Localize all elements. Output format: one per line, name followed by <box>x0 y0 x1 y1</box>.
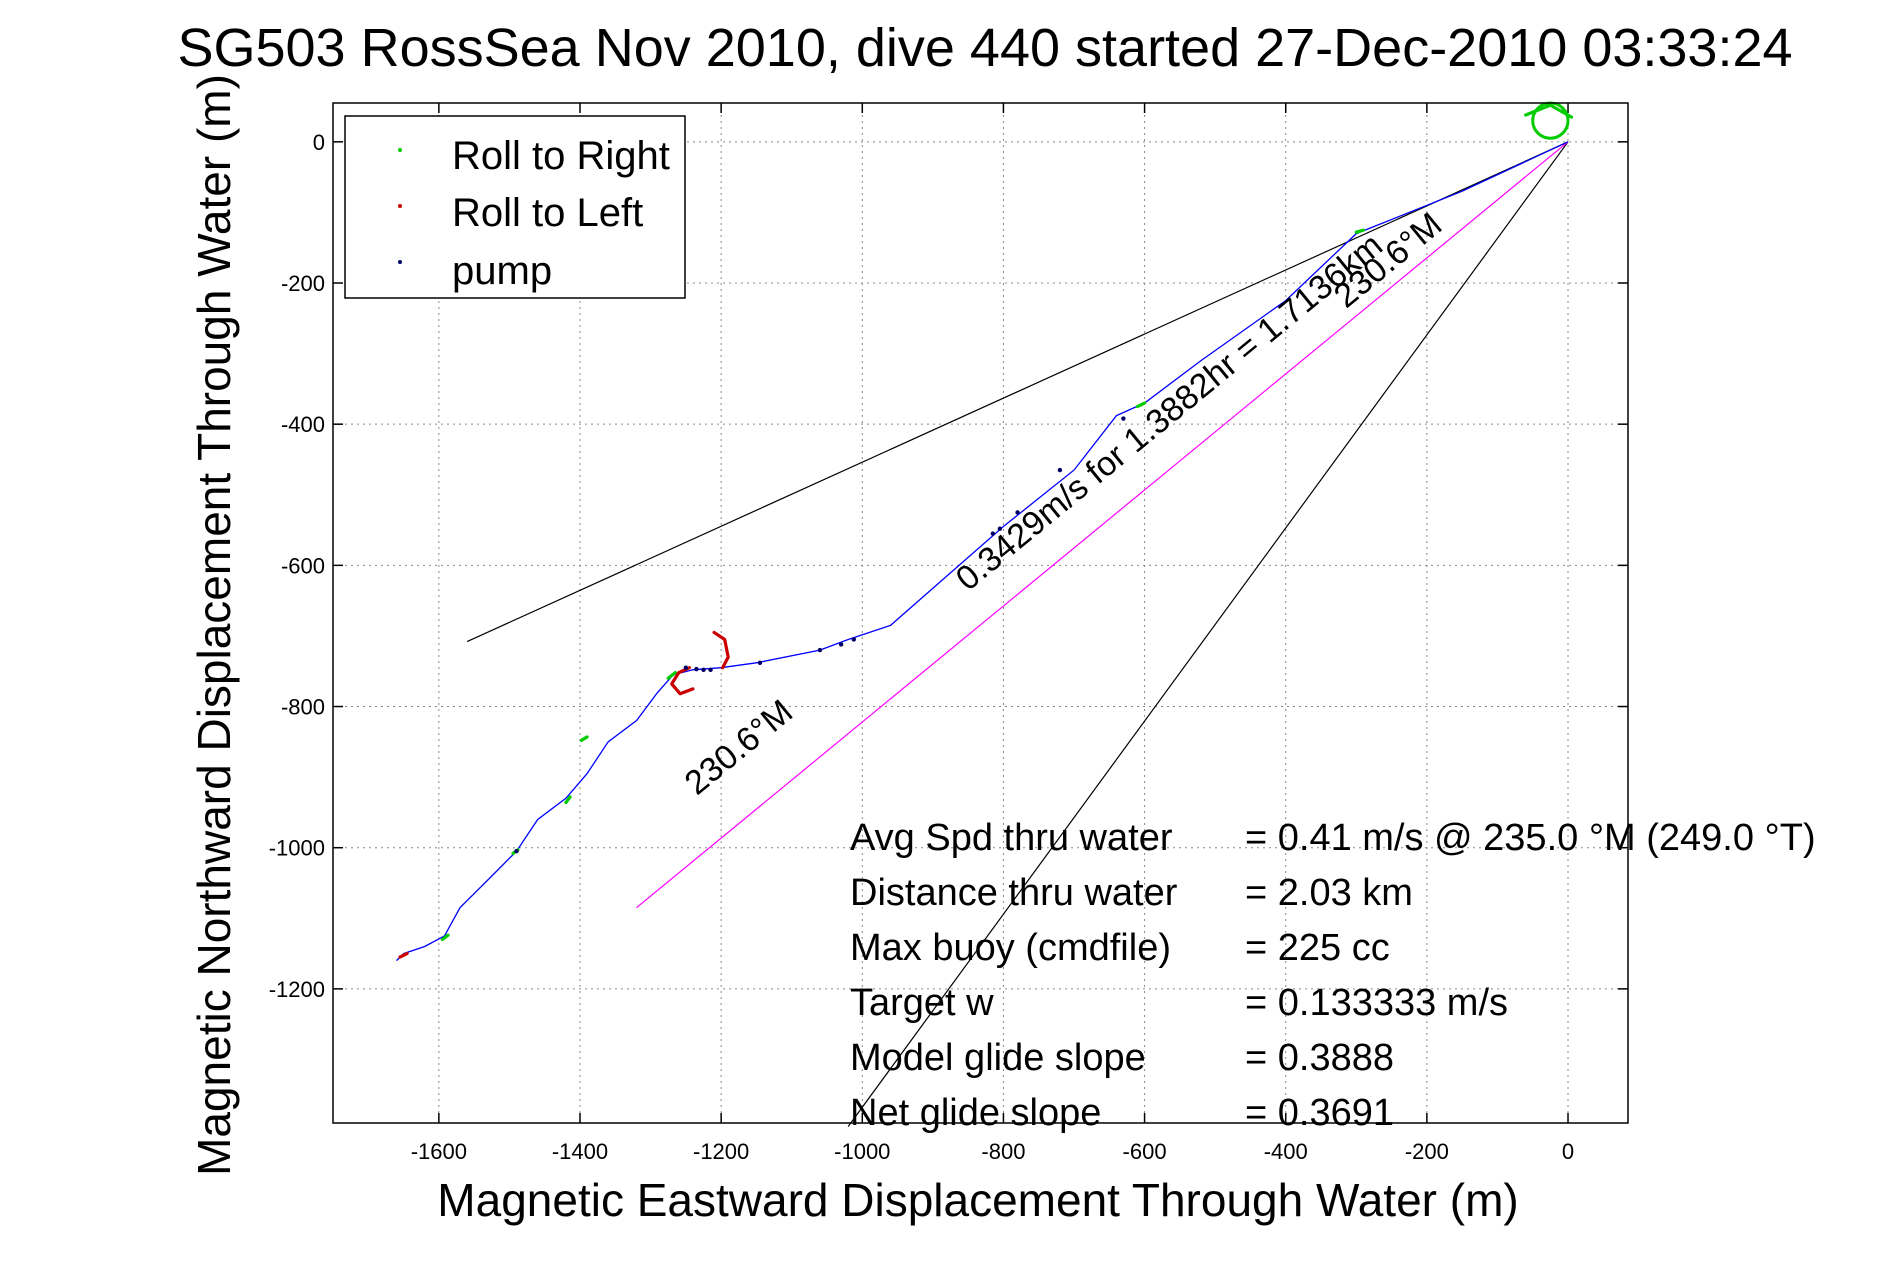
legend-label-roll-right: Roll to Right <box>452 134 670 178</box>
plot-frame <box>332 102 1629 1124</box>
y-tick-label: -800 <box>281 695 325 720</box>
pump-point <box>1015 510 1020 515</box>
stats-block: Avg Spd thru water = 0.41 m/s @ 235.0 °M… <box>850 817 1816 1134</box>
pump-point <box>757 660 763 665</box>
pump-point <box>990 531 996 536</box>
stat-label-net-glide: Net glide slope <box>850 1092 1101 1134</box>
x-tick-label: -200 <box>1405 1139 1449 1164</box>
pump-point <box>997 526 1003 531</box>
roll-segments <box>398 103 1574 959</box>
y-tick-label: 0 <box>313 130 325 155</box>
stat-label-model-glide: Model glide slope <box>850 1037 1146 1079</box>
roll-right-segment <box>440 933 450 942</box>
y-tick-label: -1000 <box>269 836 325 861</box>
x-tick-label: -1600 <box>411 1139 467 1164</box>
heading-annotation: 230.6°M <box>678 692 800 802</box>
y-tick-label: -1200 <box>269 977 325 1002</box>
axis-ticks: -1600 -1400 -1200 -1000 -800 -600 -400 -200 0 0 -2… <box>269 103 1628 1164</box>
pump-point <box>1121 416 1126 421</box>
roll-right-segment <box>666 670 677 680</box>
stat-value-model-glide: = 0.3888 <box>1245 1037 1394 1079</box>
x-tick-label: -800 <box>981 1139 1025 1164</box>
chart-title: SG503 RossSea Nov 2010, dive 440 started… <box>177 18 1792 78</box>
roll-right-segment <box>1135 401 1147 409</box>
stat-label-max-buoy: Max buoy (cmdfile) <box>850 927 1171 969</box>
y-tick-label: -600 <box>281 553 325 578</box>
heading-annotation: 0.3429m/s for 1.3882hr = 1.7136km <box>949 226 1390 598</box>
roll-left-segment <box>398 951 409 959</box>
legend: Roll to Right Roll to Left pump <box>344 115 686 299</box>
x-tick-label: -600 <box>1123 1139 1167 1164</box>
roll-left-segment <box>670 666 695 696</box>
x-tick-label: -1400 <box>552 1139 608 1164</box>
stat-value-max-buoy: = 225 cc <box>1245 927 1390 969</box>
legend-marker-pump <box>398 260 402 264</box>
pump-point <box>701 667 706 673</box>
stat-value-net-glide: = 0.3691 <box>1245 1092 1394 1134</box>
pump-point <box>817 647 823 653</box>
pump-point <box>838 642 844 647</box>
heading-line <box>636 141 1569 909</box>
stat-label-distance: Distance thru water <box>850 872 1178 914</box>
x-tick-label: -400 <box>1264 1139 1308 1164</box>
stat-value-avg-speed: = 0.41 m/s @ 235.0 °M (249.0 °T) <box>1245 817 1816 859</box>
surface-loop <box>1531 101 1570 140</box>
stat-label-target-w: Target w <box>850 982 994 1024</box>
y-tick-label: -200 <box>281 271 325 296</box>
pump-points <box>514 416 1126 854</box>
pump-point <box>694 666 699 672</box>
pump-point <box>514 849 519 854</box>
x-tick-label: 0 <box>1562 1139 1574 1164</box>
roll-right-segment <box>1524 103 1574 119</box>
roll-right-segment <box>579 735 589 743</box>
pump-point <box>1057 467 1063 473</box>
pump-point <box>851 637 857 642</box>
legend-marker-roll-right <box>398 148 402 152</box>
heading-line <box>466 141 1569 643</box>
legend-label-roll-left: Roll to Left <box>452 191 643 235</box>
stat-value-target-w: = 0.133333 m/s <box>1245 982 1508 1024</box>
legend-label-pump: pump <box>452 249 552 293</box>
heading-lines <box>466 141 1569 1127</box>
legend-marker-roll-left <box>398 204 402 208</box>
track-line <box>396 141 1569 962</box>
pump-point <box>708 667 713 673</box>
stat-value-distance: = 2.03 km <box>1245 872 1413 914</box>
y-tick-label: -400 <box>281 412 325 437</box>
stat-label-avg-speed: Avg Spd thru water <box>850 817 1173 859</box>
heading-line <box>847 141 1569 1127</box>
x-tick-label: -1000 <box>834 1139 890 1164</box>
roll-left-segment <box>712 630 730 670</box>
y-axis-label: Magnetic Northward Displacement Through … <box>188 74 240 1176</box>
roll-right-segment <box>564 795 572 805</box>
x-axis-label: Magnetic Eastward Displacement Through W… <box>437 1174 1518 1226</box>
roll-right-segment <box>1354 228 1366 234</box>
x-tick-label: -1200 <box>693 1139 749 1164</box>
pump-point <box>683 665 689 670</box>
